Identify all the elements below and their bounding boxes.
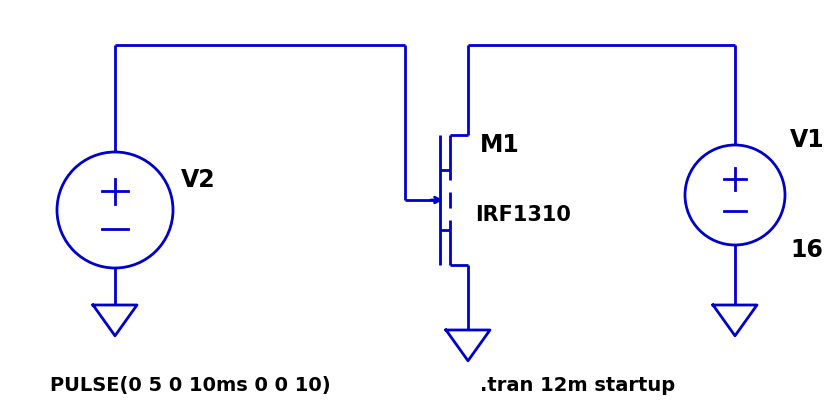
- Text: M1: M1: [480, 133, 520, 157]
- Text: 16: 16: [790, 238, 823, 262]
- Text: V2: V2: [181, 168, 216, 192]
- Text: PULSE(0 5 0 10ms 0 0 10): PULSE(0 5 0 10ms 0 0 10): [50, 376, 330, 395]
- Text: V1: V1: [790, 128, 824, 152]
- Text: IRF1310: IRF1310: [475, 205, 571, 225]
- Text: .tran 12m startup: .tran 12m startup: [480, 376, 675, 395]
